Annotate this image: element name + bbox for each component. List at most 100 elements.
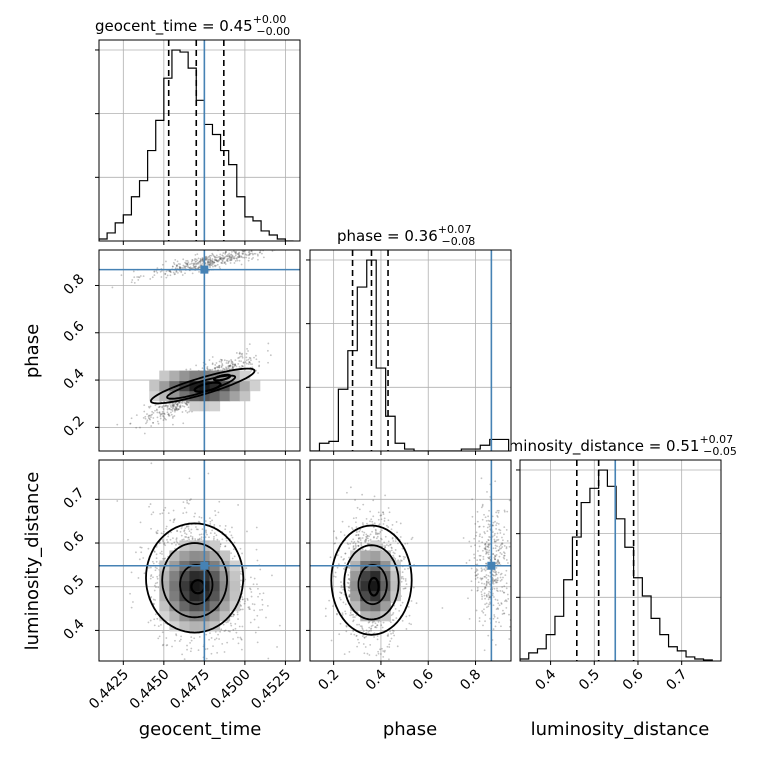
sample-point <box>190 262 193 265</box>
sample-point <box>237 248 239 250</box>
density-cell <box>350 590 361 602</box>
sample-point <box>367 539 370 542</box>
sample-point <box>353 616 356 618</box>
sample-point <box>500 572 503 575</box>
sample-point <box>491 580 494 583</box>
sample-point <box>496 522 498 525</box>
sample-point <box>230 256 232 259</box>
sample-point <box>192 264 195 267</box>
sample-point <box>173 519 175 522</box>
sample-point <box>224 263 227 265</box>
sample-point <box>362 523 364 526</box>
sample-point <box>161 644 164 647</box>
sample-point <box>484 569 487 572</box>
sample-point <box>190 528 193 531</box>
sample-point <box>500 603 503 605</box>
ylabel-luminosity-distance: luminosity_distance <box>22 472 43 651</box>
sample-point <box>405 628 408 630</box>
panel-bg-2-2 <box>520 460 721 661</box>
sample-point <box>219 256 221 259</box>
sample-point <box>219 257 222 260</box>
sample-point <box>495 550 498 552</box>
sample-point <box>219 524 221 527</box>
sample-point <box>149 418 151 421</box>
sample-point <box>492 570 495 573</box>
sample-point <box>222 623 225 626</box>
sample-point <box>358 641 360 644</box>
sample-point <box>382 523 385 525</box>
sample-point <box>484 547 487 550</box>
sample-point <box>264 247 266 249</box>
sample-point <box>154 409 156 412</box>
sample-point <box>485 583 488 586</box>
sample-point <box>493 538 496 541</box>
sample-point <box>380 518 383 521</box>
sample-point <box>339 622 342 625</box>
sample-point <box>400 559 403 562</box>
sample-point <box>487 519 490 522</box>
sample-point <box>500 553 503 556</box>
sample-point <box>183 265 186 268</box>
sample-point <box>484 586 486 589</box>
xtick-label-luminosity_distance-0: 0.4 <box>532 666 559 693</box>
sample-point <box>502 551 505 554</box>
sample-point <box>341 614 344 616</box>
sample-point <box>355 635 358 637</box>
sample-point <box>361 548 364 550</box>
sample-point <box>232 367 234 369</box>
sample-point <box>476 510 479 513</box>
sample-point <box>177 401 180 404</box>
sample-point <box>139 275 142 277</box>
sample-point <box>344 562 346 565</box>
sample-point <box>237 256 240 259</box>
sample-point <box>209 632 211 634</box>
scatter-phase-luminosity-distance <box>306 459 512 665</box>
sample-point <box>182 538 185 541</box>
sample-point <box>231 365 234 368</box>
sample-point <box>179 406 182 408</box>
sample-point <box>143 572 146 575</box>
sample-point <box>181 411 184 413</box>
sample-point <box>498 621 500 624</box>
sample-point <box>480 570 483 573</box>
sample-point <box>495 608 498 611</box>
sample-point <box>233 245 235 247</box>
sample-point <box>492 574 495 577</box>
sample-point <box>173 409 176 412</box>
sample-point <box>130 571 133 574</box>
sample-point <box>253 577 256 580</box>
density-cell <box>350 600 361 612</box>
sample-point <box>150 416 152 419</box>
sample-point <box>480 593 483 596</box>
sample-point <box>240 579 242 582</box>
sample-point <box>129 592 131 595</box>
sample-point <box>232 613 235 616</box>
sample-point <box>371 520 374 523</box>
sample-point <box>176 260 179 263</box>
sample-point <box>493 534 496 537</box>
sample-point <box>383 541 386 544</box>
sample-point <box>412 586 415 589</box>
sample-point <box>226 255 229 258</box>
sample-point <box>257 247 259 249</box>
sample-point <box>228 256 231 259</box>
sample-point <box>219 257 222 260</box>
sample-point <box>247 259 250 262</box>
sample-point <box>155 270 158 272</box>
sample-point <box>242 244 244 246</box>
sample-point <box>386 634 389 637</box>
sample-point <box>278 624 281 627</box>
sample-point <box>177 408 180 411</box>
sample-point <box>476 569 479 571</box>
sample-point <box>468 559 471 562</box>
sample-point <box>225 254 228 257</box>
sample-point <box>478 545 481 548</box>
sample-point <box>367 621 370 624</box>
sample-point <box>177 543 180 546</box>
sample-point <box>186 263 189 266</box>
sample-point <box>150 596 153 598</box>
sample-point <box>487 556 490 559</box>
sample-point <box>149 503 152 505</box>
sample-point <box>353 548 356 551</box>
sample-point <box>174 258 177 261</box>
